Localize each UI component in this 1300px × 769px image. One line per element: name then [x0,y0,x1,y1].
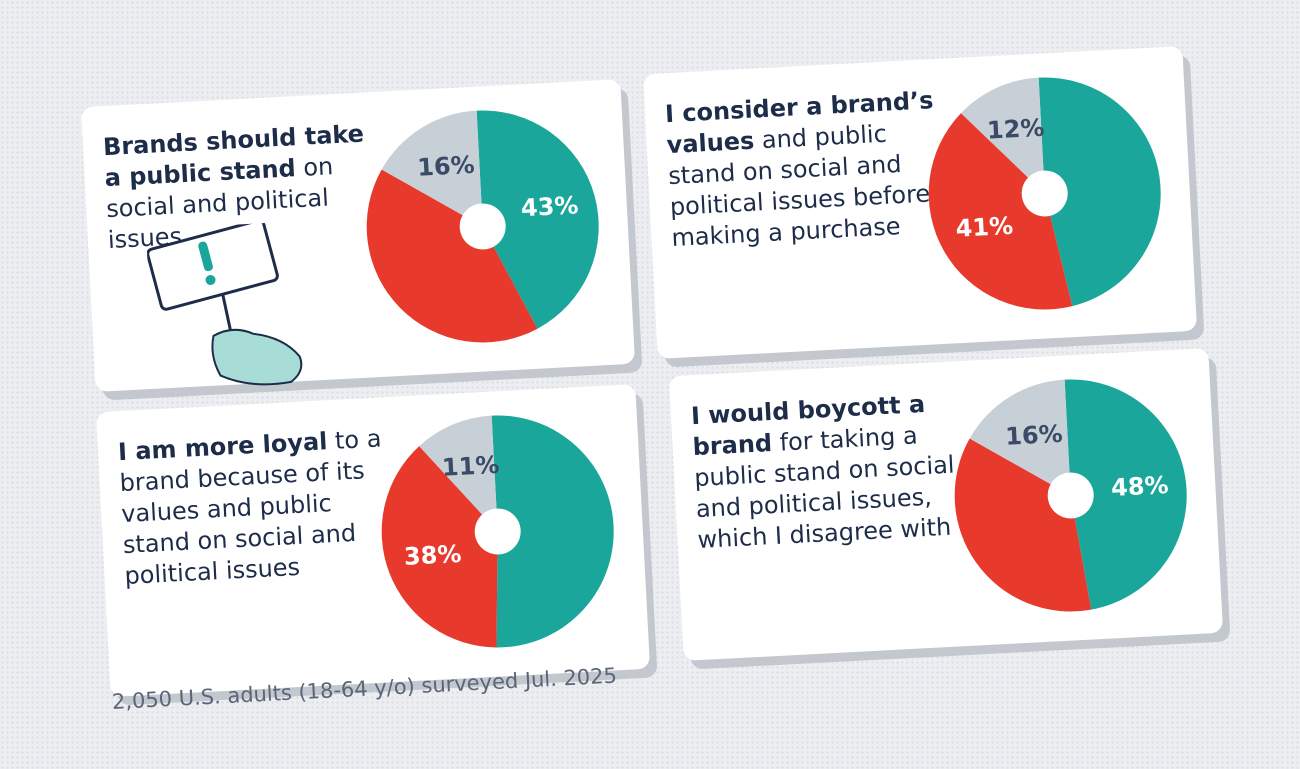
pie-chart: 38% 11% [381,415,614,648]
slice-label: 16% [417,151,476,182]
pie-slice [969,379,1071,496]
slice-label: 16% [1005,420,1064,451]
pie-slice [381,110,483,227]
pie-slice [928,113,1073,310]
slice-label: 43% [520,191,579,222]
slice-label: 12% [986,114,1045,145]
pie-slice [1064,379,1187,610]
protest-sign-illustration [146,220,303,386]
pie-chart: 43% 16% [366,110,599,343]
pie-chart: 41% 12% [928,77,1161,310]
pie-hole [474,508,521,555]
card: I am more loyal to a brand because of it… [95,384,651,697]
pie-slice [491,415,614,648]
pie-slice [381,446,498,648]
pie-slice [1038,77,1161,307]
pie-hole [459,203,506,250]
pie-slice [476,110,599,329]
pie-slice [419,415,498,532]
pie-hole [1047,472,1094,519]
pie-slice [960,77,1045,194]
pie-slice [366,169,538,343]
slice-label: 41% [955,212,1014,243]
slice-label: 38% [403,540,462,571]
card: I consider a brand’s values and public s… [642,46,1198,359]
slice-label: 11% [441,451,500,482]
pie-hole [1021,170,1068,217]
pie-slice [954,438,1092,612]
slice-label: 48% [1110,471,1169,502]
pie-chart: 48% 16% [954,379,1187,612]
card: Brands should take a public stand on soc… [80,79,636,392]
card: I would boycott a brand for taking a pub… [668,348,1224,661]
